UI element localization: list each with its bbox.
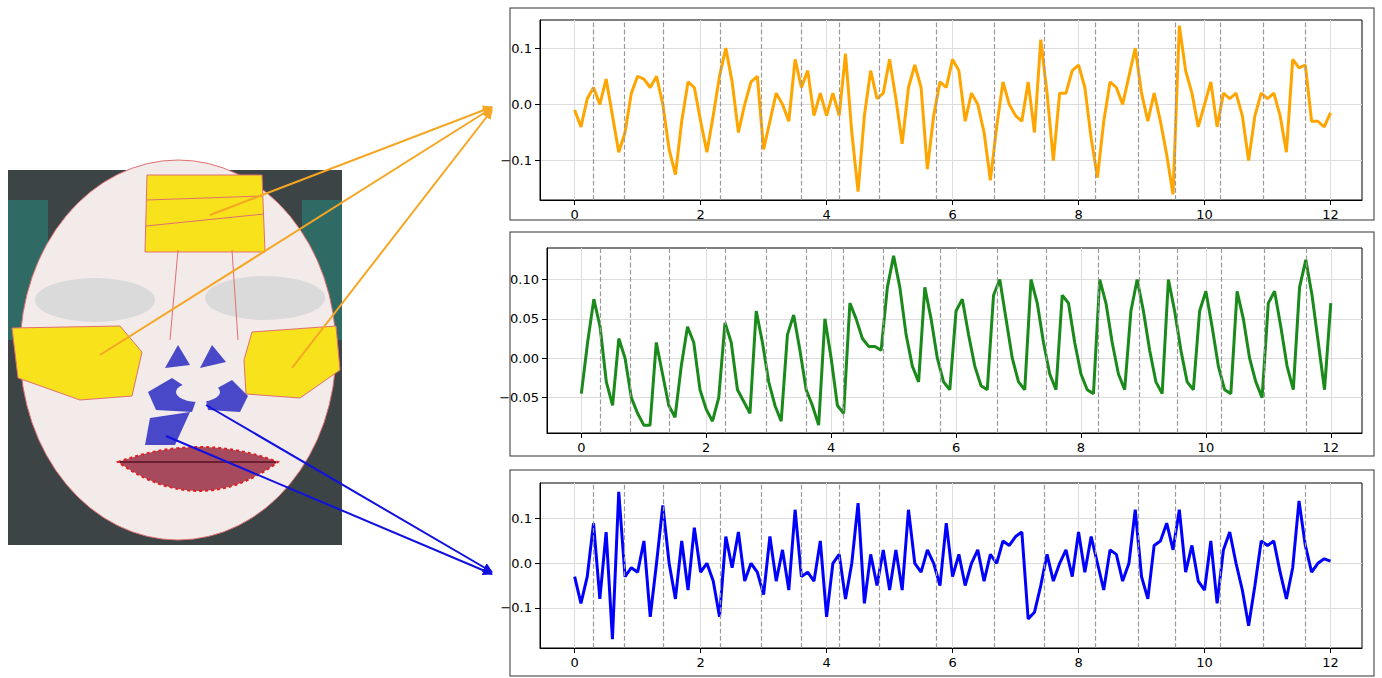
svg-text:0.05: 0.05: [510, 311, 539, 326]
svg-text:10: 10: [1198, 440, 1215, 455]
svg-text:0: 0: [577, 440, 585, 455]
svg-text:10: 10: [1196, 207, 1213, 222]
svg-text:0: 0: [571, 655, 579, 670]
svg-text:0.10: 0.10: [510, 272, 539, 287]
svg-text:10: 10: [1196, 655, 1213, 670]
svg-text:6: 6: [952, 440, 960, 455]
svg-text:8: 8: [1074, 655, 1082, 670]
svg-text:4: 4: [827, 440, 835, 455]
svg-text:12: 12: [1322, 655, 1339, 670]
svg-text:12: 12: [1323, 440, 1340, 455]
svg-text:0.0: 0.0: [511, 556, 532, 571]
svg-text:−0.05: −0.05: [499, 390, 539, 405]
svg-text:6: 6: [948, 207, 956, 222]
svg-text:12: 12: [1322, 207, 1339, 222]
svg-text:8: 8: [1074, 207, 1082, 222]
svg-text:2: 2: [702, 440, 710, 455]
svg-text:−0.1: −0.1: [500, 153, 532, 168]
svg-text:2: 2: [696, 207, 704, 222]
svg-text:6: 6: [948, 655, 956, 670]
svg-text:−0.1: −0.1: [500, 600, 532, 615]
svg-text:0: 0: [571, 207, 579, 222]
svg-text:4: 4: [822, 207, 830, 222]
svg-text:2: 2: [696, 655, 704, 670]
svg-text:8: 8: [1077, 440, 1085, 455]
svg-text:0.1: 0.1: [511, 511, 532, 526]
svg-text:0.00: 0.00: [510, 351, 539, 366]
svg-text:4: 4: [822, 655, 830, 670]
svg-text:0.0: 0.0: [511, 97, 532, 112]
svg-text:0.1: 0.1: [511, 41, 532, 56]
